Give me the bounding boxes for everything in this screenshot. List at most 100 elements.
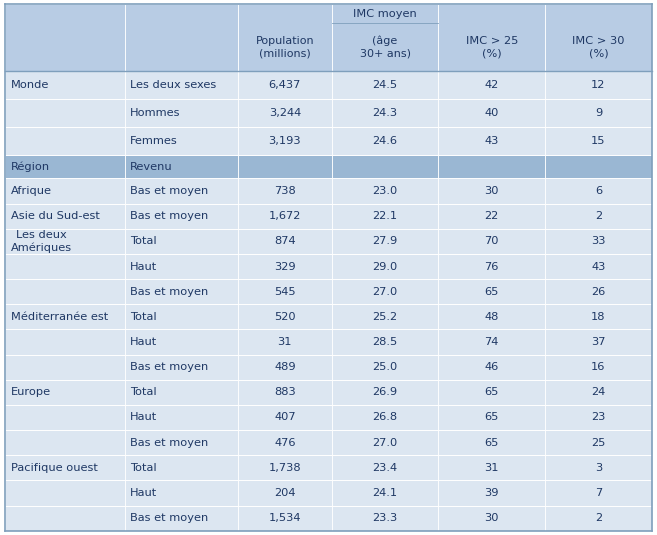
Bar xyxy=(125,405,238,430)
Bar xyxy=(332,155,438,179)
Bar xyxy=(238,480,332,506)
Bar xyxy=(545,155,652,179)
Bar xyxy=(332,430,438,455)
Bar xyxy=(332,254,438,279)
Bar xyxy=(238,304,332,330)
Bar xyxy=(545,355,652,380)
Bar xyxy=(5,380,125,405)
Text: 12: 12 xyxy=(591,80,606,90)
Text: 6,437: 6,437 xyxy=(269,80,301,90)
Text: 74: 74 xyxy=(485,337,499,347)
Bar xyxy=(125,99,238,127)
Text: 24.3: 24.3 xyxy=(373,108,397,118)
Text: 29.0: 29.0 xyxy=(373,262,397,272)
Bar xyxy=(438,71,545,99)
Text: 25.2: 25.2 xyxy=(373,312,397,322)
Text: 31: 31 xyxy=(278,337,292,347)
Text: Méditerranée est: Méditerranée est xyxy=(11,312,108,322)
Text: 37: 37 xyxy=(591,337,606,347)
Bar xyxy=(332,455,438,480)
Text: 1,672: 1,672 xyxy=(269,211,301,221)
Bar xyxy=(332,380,438,405)
Text: (âge
30+ ans): (âge 30+ ans) xyxy=(359,35,411,58)
Text: 16: 16 xyxy=(591,362,606,372)
Text: Bas et moyen: Bas et moyen xyxy=(130,287,208,297)
Text: 28.5: 28.5 xyxy=(373,337,397,347)
Text: 545: 545 xyxy=(274,287,296,297)
Bar xyxy=(438,480,545,506)
Bar xyxy=(125,480,238,506)
Text: 23.4: 23.4 xyxy=(373,463,397,473)
Bar xyxy=(5,405,125,430)
Bar xyxy=(332,179,438,204)
Bar xyxy=(125,179,238,204)
Text: 27.9: 27.9 xyxy=(373,236,397,247)
Text: Bas et moyen: Bas et moyen xyxy=(130,513,208,523)
Text: Total: Total xyxy=(130,463,157,473)
Bar xyxy=(332,204,438,229)
Bar xyxy=(238,380,332,405)
Bar xyxy=(5,71,125,99)
Bar xyxy=(125,71,238,99)
Bar xyxy=(438,330,545,355)
Bar xyxy=(332,229,438,254)
Bar xyxy=(438,304,545,330)
Bar xyxy=(438,279,545,304)
Bar xyxy=(125,254,238,279)
Text: 3: 3 xyxy=(595,463,602,473)
Text: Afrique: Afrique xyxy=(11,186,51,196)
Text: 40: 40 xyxy=(485,108,499,118)
Text: 22: 22 xyxy=(485,211,499,221)
Bar xyxy=(545,71,652,99)
Text: 42: 42 xyxy=(485,80,499,90)
Text: IMC > 25
(%): IMC > 25 (%) xyxy=(466,36,518,58)
Bar xyxy=(5,506,125,531)
Text: 27.0: 27.0 xyxy=(373,438,397,448)
Bar xyxy=(5,480,125,506)
Bar xyxy=(238,455,332,480)
Text: 883: 883 xyxy=(274,387,296,398)
Bar xyxy=(332,480,438,506)
Text: Haut: Haut xyxy=(130,337,158,347)
Text: Femmes: Femmes xyxy=(130,136,178,146)
Bar xyxy=(332,99,438,127)
Bar xyxy=(5,430,125,455)
Bar xyxy=(545,4,652,71)
Text: Bas et moyen: Bas et moyen xyxy=(130,211,208,221)
Text: 65: 65 xyxy=(485,287,499,297)
Bar xyxy=(5,279,125,304)
Text: 407: 407 xyxy=(274,412,296,423)
Text: 43: 43 xyxy=(485,136,499,146)
Text: 1,534: 1,534 xyxy=(269,513,301,523)
Text: Haut: Haut xyxy=(130,412,158,423)
Bar xyxy=(238,430,332,455)
Bar xyxy=(438,380,545,405)
Bar xyxy=(332,4,438,71)
Bar xyxy=(545,455,652,480)
Bar xyxy=(238,4,332,71)
Text: 738: 738 xyxy=(274,186,296,196)
Bar xyxy=(545,480,652,506)
Bar xyxy=(125,355,238,380)
Bar xyxy=(238,155,332,179)
Text: 24.1: 24.1 xyxy=(373,488,397,498)
Text: Pacifique ouest: Pacifique ouest xyxy=(11,463,97,473)
Bar xyxy=(238,330,332,355)
Text: 65: 65 xyxy=(485,438,499,448)
Text: 489: 489 xyxy=(274,362,296,372)
Bar xyxy=(332,279,438,304)
Bar xyxy=(125,127,238,155)
Bar xyxy=(332,330,438,355)
Bar xyxy=(332,506,438,531)
Text: Région: Région xyxy=(11,162,50,172)
Text: 31: 31 xyxy=(484,463,499,473)
Bar xyxy=(5,330,125,355)
Bar xyxy=(332,71,438,99)
Text: Bas et moyen: Bas et moyen xyxy=(130,186,208,196)
Text: 26: 26 xyxy=(591,287,606,297)
Text: Hommes: Hommes xyxy=(130,108,181,118)
Bar xyxy=(238,127,332,155)
Text: 43: 43 xyxy=(591,262,606,272)
Bar xyxy=(238,204,332,229)
Text: 15: 15 xyxy=(591,136,606,146)
